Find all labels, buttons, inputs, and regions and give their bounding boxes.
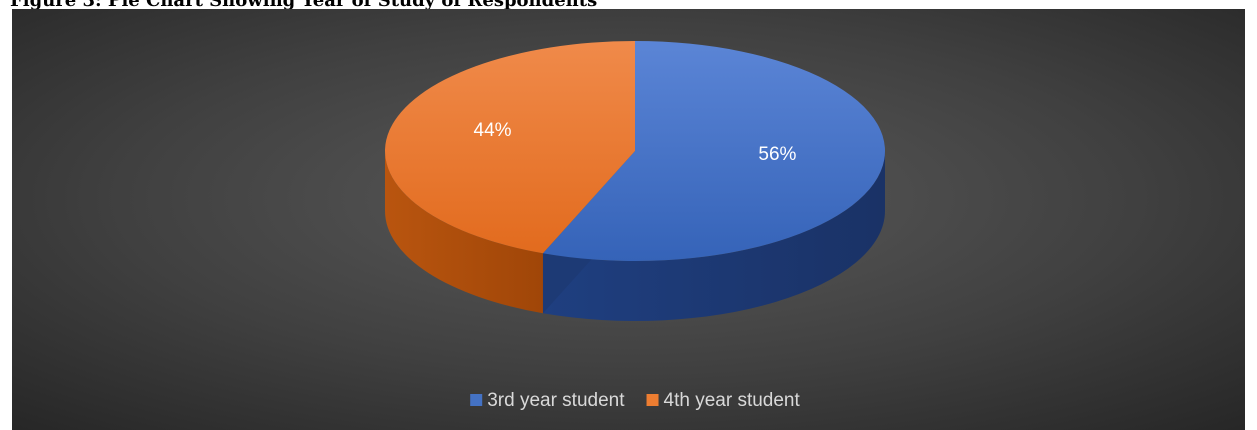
pie-data-label-1: 44% bbox=[474, 120, 512, 141]
pie-chart: 56% 44% 3rd year student 4th year student bbox=[12, 9, 1245, 430]
chart-area: 56% 44% 3rd year student 4th year student bbox=[12, 9, 1245, 430]
legend-swatch-1 bbox=[646, 394, 659, 406]
pie-data-labels: 56% 44% bbox=[474, 120, 797, 165]
legend: 3rd year student 4th year student bbox=[470, 390, 801, 411]
pie-tops bbox=[385, 40, 886, 261]
legend-label-1: 4th year student bbox=[664, 390, 801, 411]
pie-slice-1 bbox=[385, 40, 635, 254]
legend-label-0: 3rd year student bbox=[487, 390, 625, 411]
figure-caption: Figure 3: Pie Chart Showing Year of Stud… bbox=[10, 0, 598, 11]
legend-swatch-0 bbox=[470, 394, 483, 406]
pie-side-1 bbox=[385, 151, 543, 314]
legend-item-1: 4th year student bbox=[646, 390, 801, 411]
pie-side-0 bbox=[542, 151, 885, 322]
legend-item-0: 3rd year student bbox=[470, 390, 625, 411]
pie-data-label-0: 56% bbox=[758, 144, 796, 165]
pie-slice-0 bbox=[542, 41, 886, 261]
